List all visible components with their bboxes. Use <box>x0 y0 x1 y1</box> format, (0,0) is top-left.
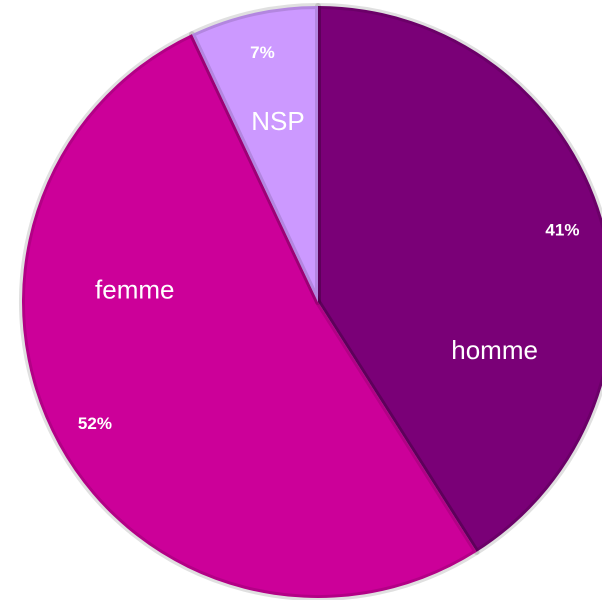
slice-label: femme <box>95 275 174 305</box>
pie-slice <box>19 31 480 600</box>
pie-slice <box>188 3 321 305</box>
slice-label: NSP <box>251 106 304 136</box>
data-label: 41% <box>545 220 579 239</box>
slice-label: homme <box>451 335 538 365</box>
pie-slice <box>315 3 602 555</box>
data-label: 7% <box>250 43 275 62</box>
data-label: 52% <box>78 414 112 433</box>
